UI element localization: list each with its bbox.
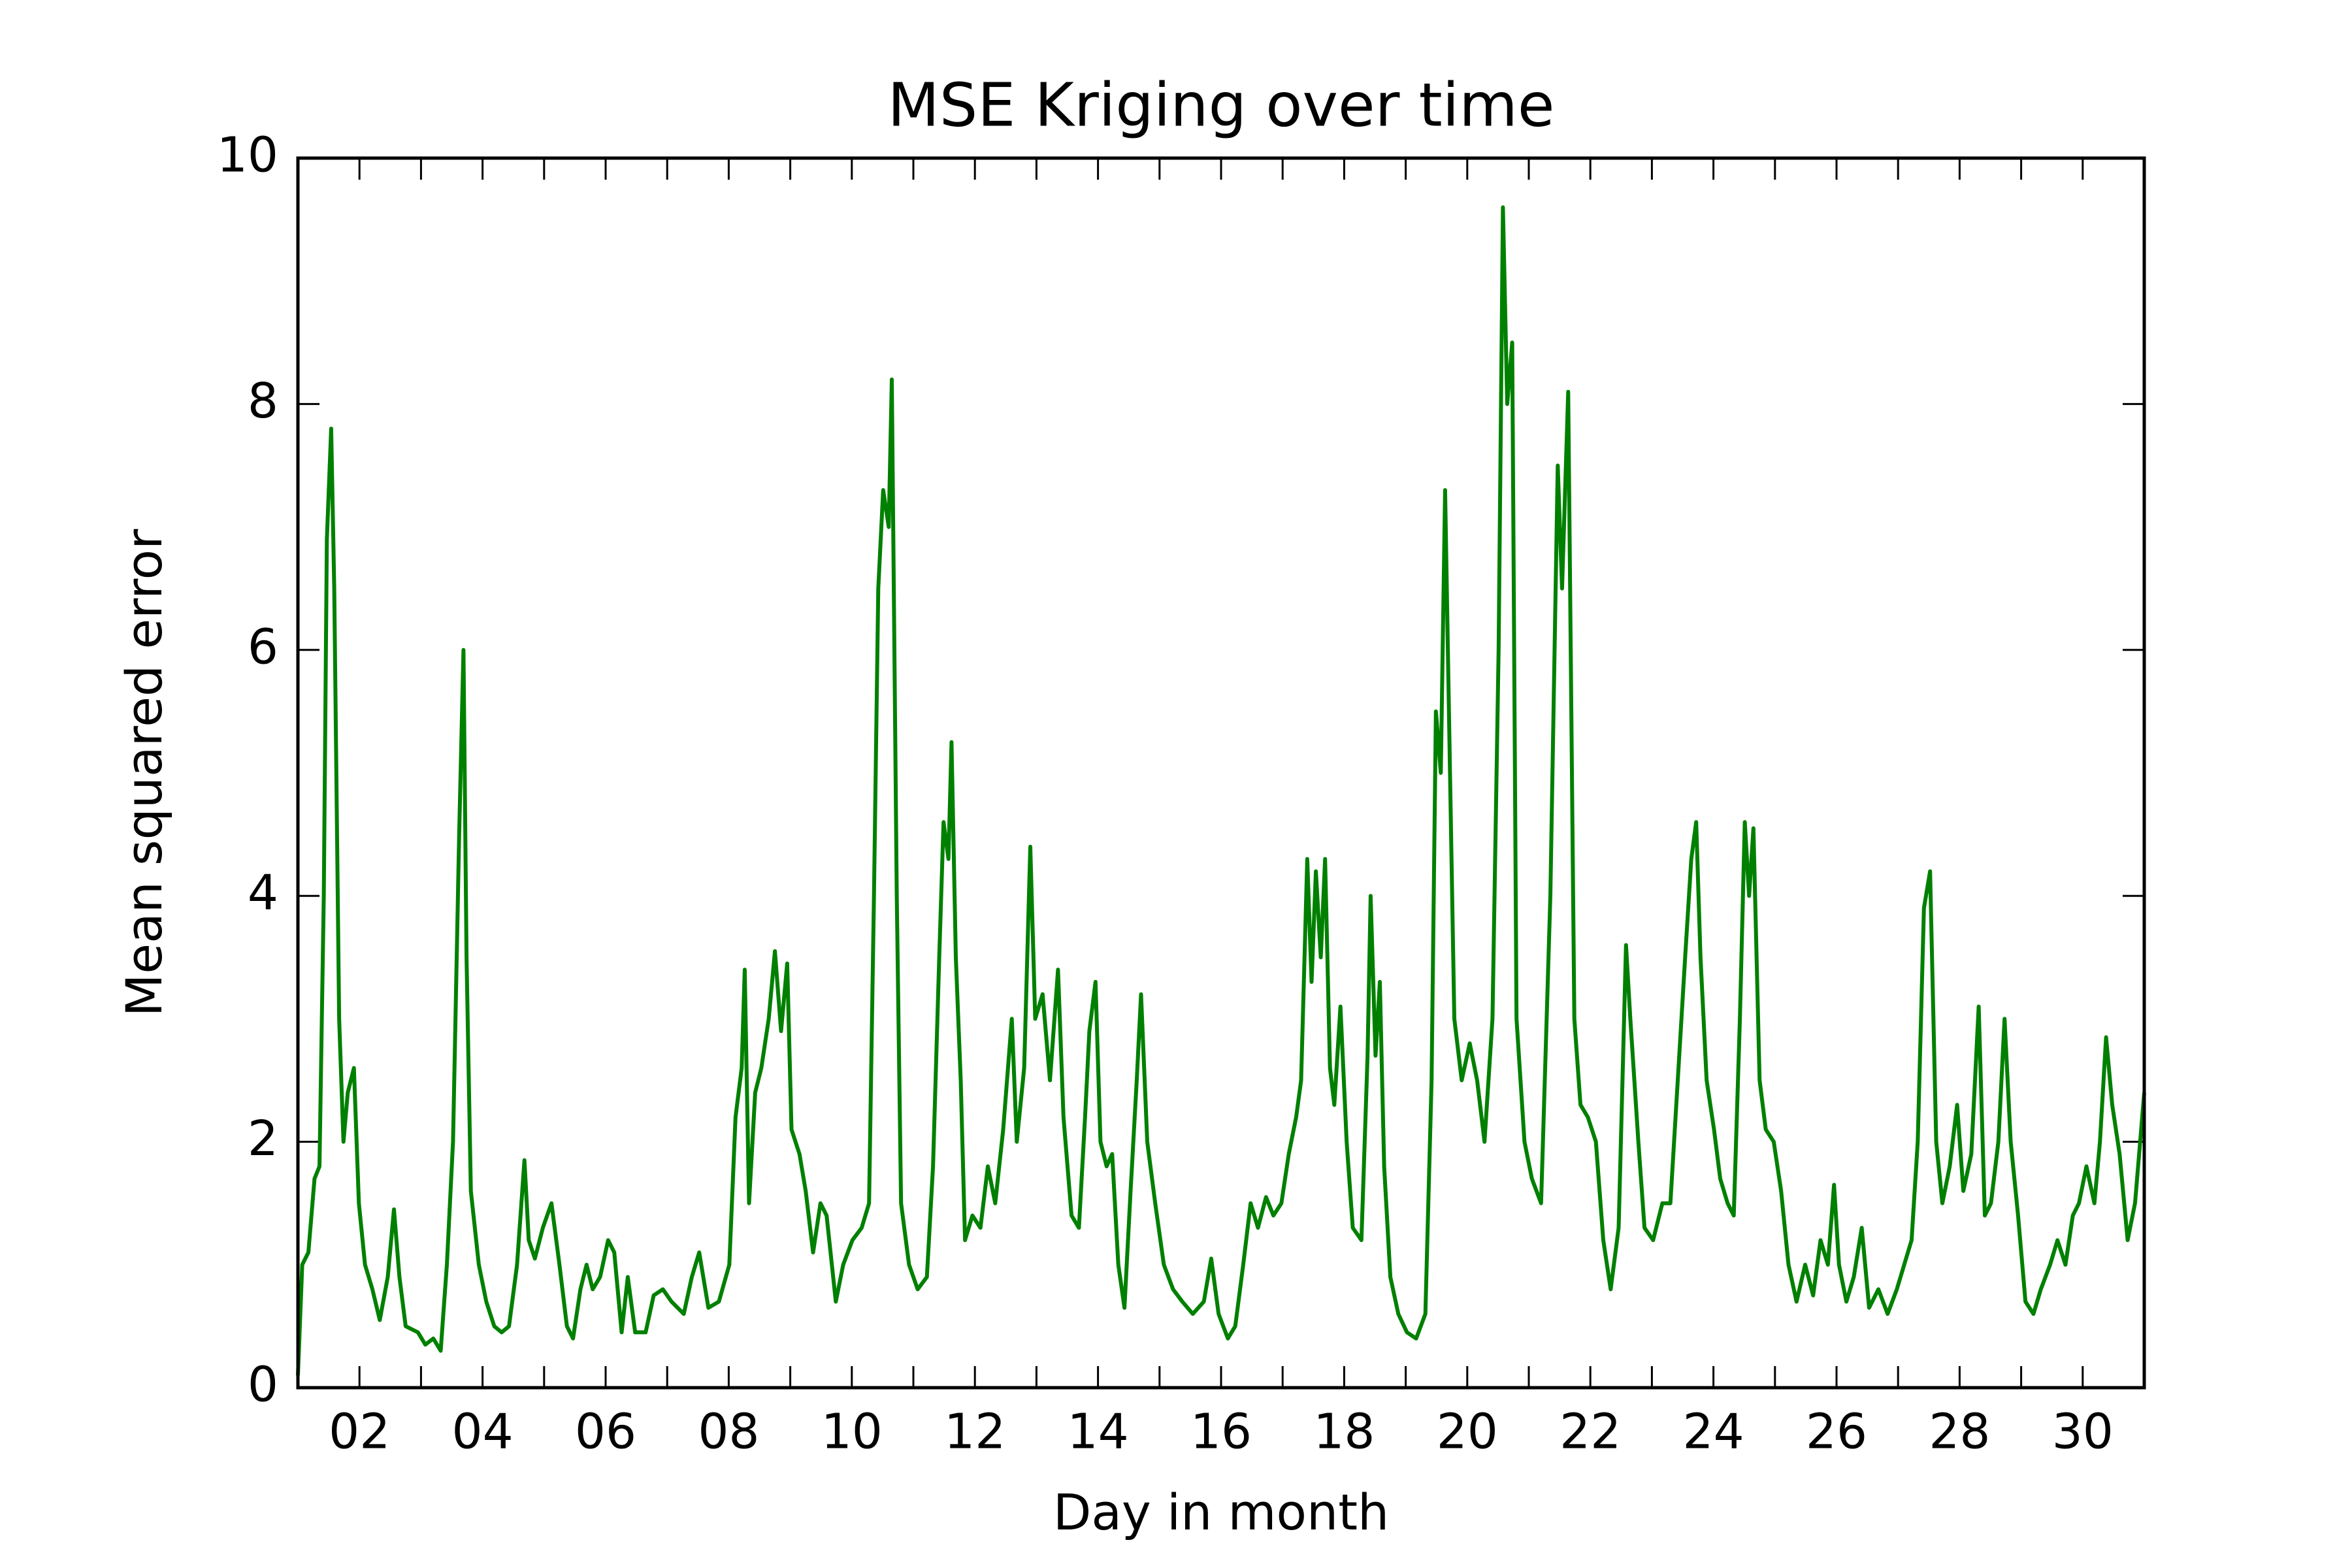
y-tick-label: 4: [248, 865, 278, 921]
chart-title: MSE Kriging over time: [887, 70, 1554, 140]
x-tick-label: 16: [1190, 1404, 1252, 1460]
y-tick-label: 8: [248, 373, 278, 429]
x-axis-label: Day in month: [1053, 1483, 1389, 1541]
x-tick-label: 24: [1683, 1404, 1744, 1460]
x-tick-label: 02: [329, 1404, 390, 1460]
y-axis-label: Mean squared error: [115, 529, 173, 1017]
y-tick-label: 0: [248, 1357, 278, 1413]
x-tick-label: 22: [1560, 1404, 1621, 1460]
y-tick-label: 10: [217, 127, 278, 184]
x-tick-label: 18: [1313, 1404, 1375, 1460]
x-tick-label: 20: [1437, 1404, 1498, 1460]
data-line: [296, 205, 2146, 1376]
x-tick-label: 06: [575, 1404, 636, 1460]
y-tick-label: 2: [248, 1111, 278, 1167]
x-tick-label: 12: [944, 1404, 1005, 1460]
plot-frame: [296, 156, 2146, 1390]
x-tick-label: 28: [1929, 1404, 1990, 1460]
x-tick-label: 04: [452, 1404, 514, 1460]
x-tick-label: 08: [698, 1404, 759, 1460]
x-tick-label: 10: [821, 1404, 883, 1460]
x-tick-label: 26: [1806, 1404, 1867, 1460]
y-tick-label: 6: [248, 619, 278, 675]
x-tick-label: 14: [1068, 1404, 1129, 1460]
x-tick-label: 30: [2052, 1404, 2114, 1460]
